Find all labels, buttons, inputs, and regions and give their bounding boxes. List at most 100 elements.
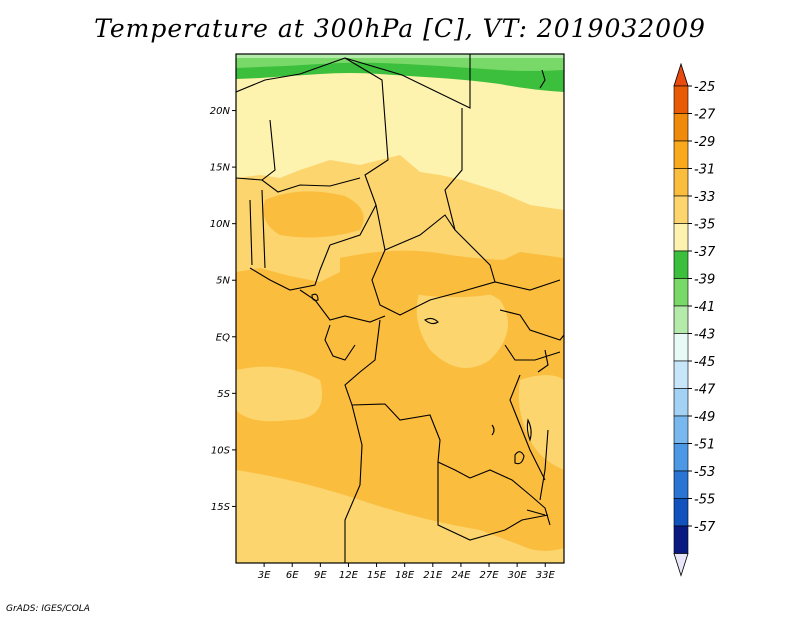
border-path (324, 324, 356, 361)
border-path (539, 429, 549, 501)
lon-tick-label: 33E (536, 570, 556, 581)
lat-tick-label: 10S (211, 445, 231, 456)
border-path (437, 462, 506, 541)
temperature-field (236, 54, 564, 563)
colorbar-top-arrow (673, 62, 689, 87)
colorbar-label: -35 (694, 218, 715, 233)
lat-tick-label: 20N (210, 106, 231, 117)
colorbar-label: -31 (694, 163, 715, 178)
colorbar-swatch (673, 470, 689, 499)
colorbar-swatch (673, 443, 689, 472)
colorbar-label: -45 (694, 355, 715, 370)
lon-tick-label: 12E (339, 570, 359, 581)
colorbar-label: -53 (694, 465, 715, 480)
field-band-41 (236, 54, 564, 58)
border-path (351, 403, 471, 479)
map-frame (235, 53, 565, 564)
border-path (249, 199, 253, 266)
colorbar-swatch (673, 250, 689, 279)
lat-tick-label: 15N (210, 163, 231, 174)
lon-tick-label: 15E (367, 570, 387, 581)
colorbar-swatch (673, 168, 689, 197)
colorbar-label: -41 (694, 300, 715, 315)
field-band-39 (236, 54, 564, 71)
field-patch-33-c (236, 470, 564, 563)
colorbar-swatch (673, 278, 689, 307)
lat-tick-label: 5S (217, 389, 230, 400)
lake-outline (526, 418, 532, 442)
border-path (344, 54, 471, 109)
map-title: Temperature at 300hPa [C], VT: 201903200… (94, 14, 706, 43)
colorbar-swatch (673, 85, 689, 114)
colorbar-label: -51 (694, 438, 715, 453)
colorbar-label: -43 (694, 328, 715, 343)
border-path (236, 57, 346, 93)
field-patch-33-d (518, 375, 564, 470)
colorbar-swatch (673, 360, 689, 389)
border-path (236, 177, 361, 193)
colorbar-swatch (673, 498, 689, 527)
colorbar-label: -25 (694, 80, 715, 95)
lon-tick-label: 21E (423, 570, 443, 581)
colorbar: -25 -27 -29 -31 -33 -35 -37 -39 -41 -43 -45 -47 -49 -… (673, 62, 716, 577)
border-path (261, 119, 276, 181)
lon-tick-label: 30E (508, 570, 528, 581)
border-path (375, 204, 456, 251)
colorbar-label: -49 (694, 410, 715, 425)
border-path (371, 249, 561, 316)
lon-tick-label: 27E (480, 570, 500, 581)
colorbar-swatch (673, 388, 689, 417)
axis-ticks: 20N 15N 10N 5N EQ 5S 10S 15S 3E 6E 9E 12E 15E 18E 21E 2… (210, 106, 556, 581)
colorbar-swatch (673, 195, 689, 224)
border-path (469, 469, 551, 526)
lake-outline (514, 451, 525, 465)
colorbar-swatch (673, 305, 689, 334)
colorbar-label: -27 (694, 108, 716, 123)
border-path (344, 319, 381, 406)
colorbar-swatch (673, 223, 689, 252)
border-path (249, 244, 331, 291)
colorbar-label: -33 (694, 190, 715, 205)
border-path (509, 374, 546, 481)
lat-tick-label: 10N (210, 219, 231, 230)
border-path (444, 108, 496, 283)
colorbar-label: -55 (694, 493, 715, 508)
lake-outline (424, 317, 439, 325)
colorbar-swatch (673, 333, 689, 362)
field-patch-33-b (236, 366, 322, 422)
grads-credit: GrADS: IGES/COLA (6, 604, 90, 614)
lon-tick-label: 24E (451, 570, 471, 581)
field-patch-31-b (340, 250, 564, 300)
lake-outline (539, 69, 546, 89)
colorbar-swatch (673, 113, 689, 142)
field-zone-35 (236, 54, 564, 210)
lat-tick-label: EQ (216, 332, 230, 343)
colorbar-swatch (673, 415, 689, 444)
country-borders (236, 54, 564, 563)
border-path (537, 349, 549, 373)
lake-outline (311, 293, 319, 301)
border-path (499, 309, 564, 341)
lon-tick-label: 18E (395, 570, 415, 581)
border-path (504, 514, 549, 531)
colorbar-bottom-arrow (673, 553, 689, 577)
border-path (504, 344, 561, 361)
border-path (344, 404, 363, 563)
lon-tick-label: 6E (286, 570, 299, 581)
lake-outline (526, 509, 546, 516)
lat-tick-label: 5N (216, 276, 230, 287)
colorbar-label: -47 (694, 383, 716, 398)
colorbar-swatch (673, 525, 689, 554)
lat-tick-label: 15S (211, 502, 231, 513)
border-path (261, 189, 266, 269)
colorbar-label: -29 (694, 135, 715, 150)
colorbar-label: -37 (694, 245, 716, 260)
lon-tick-label: 9E (314, 570, 327, 581)
lon-tick-label: 3E (258, 570, 271, 581)
colorbar-swatch (673, 140, 689, 169)
colorbar-label: -39 (694, 273, 715, 288)
colorbar-label: -57 (694, 520, 716, 535)
lake-outline (491, 424, 495, 436)
field-patch-33-a (416, 286, 508, 368)
